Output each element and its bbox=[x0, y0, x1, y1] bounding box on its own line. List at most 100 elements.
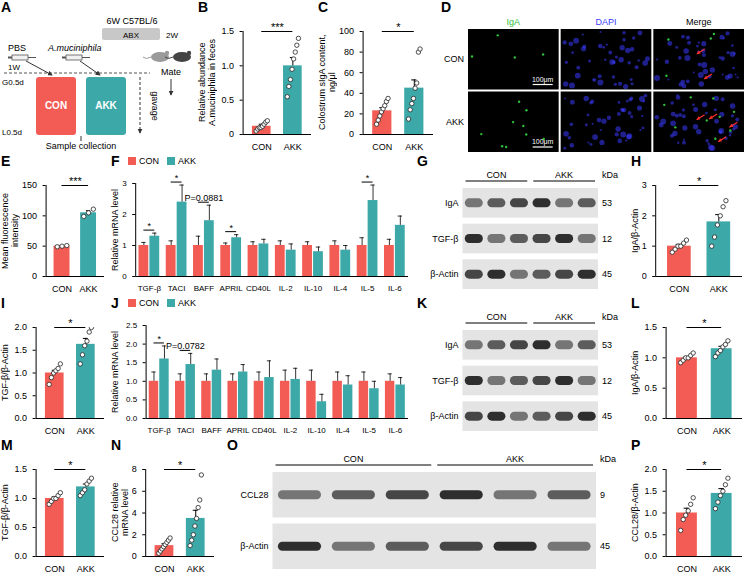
svg-text:2: 2 bbox=[132, 530, 137, 540]
svg-text:CON: CON bbox=[45, 100, 67, 111]
svg-text:*: * bbox=[178, 459, 183, 471]
svg-text:AKK: AKK bbox=[80, 284, 98, 294]
svg-text:2.0: 2.0 bbox=[15, 322, 28, 332]
svg-text:AKK: AKK bbox=[405, 142, 423, 152]
svg-text:1.0: 1.0 bbox=[15, 493, 28, 503]
svg-text:*: * bbox=[157, 334, 161, 344]
svg-text:PBS: PBS bbox=[8, 43, 26, 53]
svg-text:1: 1 bbox=[122, 241, 127, 250]
svg-text:TACI: TACI bbox=[168, 284, 186, 293]
svg-text:Merge: Merge bbox=[686, 17, 712, 27]
svg-text:1.5: 1.5 bbox=[126, 358, 138, 367]
svg-text:IgA: IgA bbox=[445, 340, 459, 350]
svg-text:TGF-β: TGF-β bbox=[432, 234, 458, 244]
svg-text:2.0: 2.0 bbox=[645, 464, 658, 474]
svg-text:IL-5: IL-5 bbox=[361, 284, 375, 293]
svg-text:6: 6 bbox=[132, 486, 137, 496]
svg-text:1.0: 1.0 bbox=[645, 508, 658, 518]
svg-text:50: 50 bbox=[27, 241, 37, 251]
svg-text:CON: CON bbox=[444, 54, 464, 64]
svg-text:IL-6: IL-6 bbox=[388, 284, 402, 293]
svg-text:CD40L: CD40L bbox=[252, 426, 277, 435]
svg-text:AKK: AKK bbox=[555, 170, 573, 180]
svg-text:AKK: AKK bbox=[77, 426, 95, 436]
svg-text:CON: CON bbox=[45, 426, 65, 436]
svg-text:0: 0 bbox=[229, 129, 234, 139]
svg-text:0: 0 bbox=[349, 129, 354, 139]
svg-text:β-Actin: β-Actin bbox=[430, 411, 458, 421]
svg-text:1: 1 bbox=[642, 241, 647, 251]
svg-text:BAFF: BAFF bbox=[194, 284, 215, 293]
svg-text:AKK: AKK bbox=[710, 284, 728, 294]
svg-text:AKK: AKK bbox=[187, 564, 205, 574]
svg-text:100: 100 bbox=[339, 26, 354, 36]
svg-text:CON: CON bbox=[154, 564, 174, 574]
svg-text:*: * bbox=[366, 173, 370, 183]
svg-text:kDa: kDa bbox=[602, 312, 618, 322]
svg-text:40: 40 bbox=[344, 88, 354, 98]
svg-text:1.0: 1.0 bbox=[645, 353, 658, 363]
svg-text:0.5: 0.5 bbox=[126, 395, 138, 404]
svg-text:0.0: 0.0 bbox=[15, 551, 28, 561]
svg-text:0.5: 0.5 bbox=[222, 95, 235, 105]
svg-text:CON: CON bbox=[677, 426, 697, 436]
svg-text:100: 100 bbox=[22, 211, 37, 221]
svg-text:8: 8 bbox=[132, 464, 137, 474]
svg-text:IL-4: IL-4 bbox=[336, 426, 350, 435]
svg-text:1.5: 1.5 bbox=[645, 486, 658, 496]
svg-text:BAFF: BAFF bbox=[201, 426, 222, 435]
svg-text:IL-6: IL-6 bbox=[388, 426, 402, 435]
svg-text:150: 150 bbox=[22, 180, 37, 190]
svg-text:CON: CON bbox=[677, 564, 697, 574]
svg-text:DAPI: DAPI bbox=[595, 17, 616, 27]
svg-text:0: 0 bbox=[122, 272, 127, 281]
svg-text:***: *** bbox=[271, 21, 285, 33]
svg-text:*: * bbox=[702, 459, 707, 471]
svg-text:20: 20 bbox=[344, 109, 354, 119]
svg-text:100μm: 100μm bbox=[532, 76, 554, 84]
svg-text:0.0: 0.0 bbox=[15, 413, 28, 423]
svg-text:*: * bbox=[697, 175, 702, 187]
svg-text:AKK: AKK bbox=[506, 454, 524, 464]
svg-text:kDa: kDa bbox=[602, 170, 618, 180]
svg-text:0.5: 0.5 bbox=[645, 383, 658, 393]
svg-text:0: 0 bbox=[642, 271, 647, 281]
svg-text:2.0: 2.0 bbox=[126, 340, 138, 349]
svg-text:IL-5: IL-5 bbox=[362, 426, 376, 435]
svg-text:9: 9 bbox=[600, 490, 605, 500]
svg-text:IL-2: IL-2 bbox=[284, 426, 298, 435]
svg-text:TACI: TACI bbox=[177, 426, 195, 435]
svg-text:0.0: 0.0 bbox=[645, 551, 658, 561]
svg-text:CON: CON bbox=[486, 312, 506, 322]
svg-text:P=0.0782: P=0.0782 bbox=[166, 341, 205, 351]
svg-text:IgA: IgA bbox=[445, 198, 459, 208]
svg-text:CON: CON bbox=[343, 454, 363, 464]
svg-text:0.5: 0.5 bbox=[15, 522, 28, 532]
svg-text:12: 12 bbox=[602, 234, 612, 244]
svg-text:*: * bbox=[396, 21, 401, 33]
svg-text:TGF-β: TGF-β bbox=[432, 376, 458, 386]
svg-text:CON: CON bbox=[252, 142, 272, 152]
svg-text:AKK: AKK bbox=[77, 564, 95, 574]
svg-text:CON: CON bbox=[669, 284, 689, 294]
svg-text:APRIL: APRIL bbox=[220, 284, 244, 293]
svg-text:L0.5d: L0.5d bbox=[2, 128, 22, 137]
svg-text:60: 60 bbox=[344, 68, 354, 78]
svg-text:1.5: 1.5 bbox=[15, 464, 28, 474]
svg-text:IL-4: IL-4 bbox=[333, 284, 347, 293]
svg-text:1.5: 1.5 bbox=[645, 322, 658, 332]
svg-text:AKK: AKK bbox=[555, 312, 573, 322]
svg-text:IL-2: IL-2 bbox=[279, 284, 293, 293]
svg-text:AKK: AKK bbox=[446, 117, 464, 127]
svg-text:*: * bbox=[175, 173, 179, 183]
svg-text:CON: CON bbox=[486, 170, 506, 180]
svg-text:53: 53 bbox=[602, 340, 612, 350]
svg-text:ABX: ABX bbox=[123, 31, 140, 40]
svg-text:2: 2 bbox=[122, 210, 127, 219]
svg-text:0.0: 0.0 bbox=[126, 414, 138, 423]
svg-text:53: 53 bbox=[602, 198, 612, 208]
svg-text:4: 4 bbox=[132, 508, 137, 518]
svg-text:*: * bbox=[148, 221, 152, 231]
svg-text:IgA: IgA bbox=[507, 17, 521, 27]
svg-text:3: 3 bbox=[122, 179, 127, 188]
